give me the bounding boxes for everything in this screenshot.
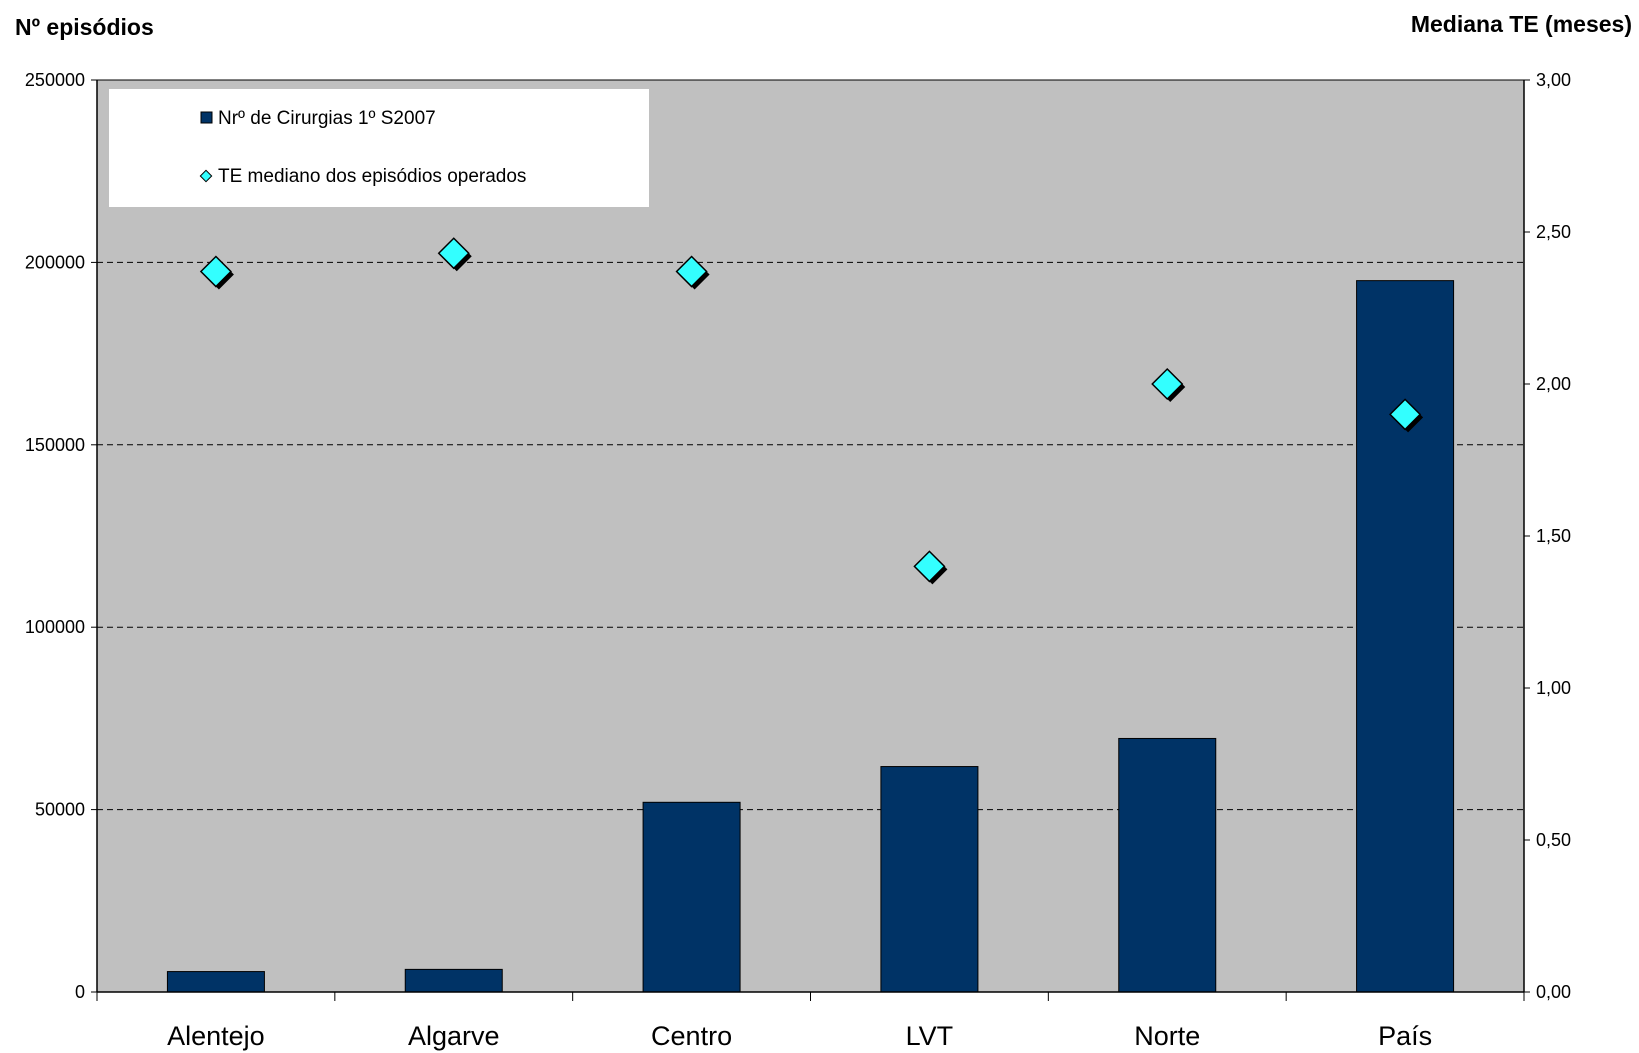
plot-area	[97, 80, 1524, 992]
diamond-marker-face	[437, 237, 470, 270]
bar	[166, 971, 265, 993]
left-tick-label: 200000	[25, 252, 85, 272]
category-label: Centro	[651, 1021, 732, 1051]
right-tick-label: 0,50	[1536, 830, 1571, 850]
legend-marker-swatch	[199, 169, 213, 183]
bar	[404, 968, 503, 993]
legend-box	[109, 89, 649, 207]
legend-bar-swatch	[200, 111, 213, 124]
left-tick-label: 250000	[25, 70, 85, 90]
right-axis-ticks: 0,00 0,50 1,00 1,50 2,00 2,50 3,00	[1524, 70, 1571, 1002]
right-tick-label: 3,00	[1536, 70, 1571, 90]
right-tick-label: 1,50	[1536, 526, 1571, 546]
left-tick-label: 0	[75, 982, 85, 1002]
left-tick-label: 50000	[35, 800, 85, 820]
left-tick-label: 100000	[25, 617, 85, 637]
category-label: Alentejo	[167, 1021, 265, 1051]
bar	[880, 766, 979, 993]
y-axis-title: Nº episódios	[15, 14, 154, 40]
right-tick-label: 0,00	[1536, 982, 1571, 1002]
diamond-marker	[437, 237, 472, 272]
right-tick-label: 2,50	[1536, 222, 1571, 242]
category-label: País	[1378, 1021, 1432, 1051]
category-label: LVT	[906, 1021, 954, 1051]
marker-series	[199, 237, 1424, 585]
diamond-marker-face	[1151, 367, 1184, 401]
diamond-marker	[675, 255, 710, 290]
legend-bar-label: Nrº de Cirurgias 1º S2007	[218, 108, 436, 129]
right-tick-label: 1,00	[1536, 678, 1571, 698]
left-tick-label: 150000	[25, 435, 85, 455]
diamond-marker-face	[675, 255, 708, 288]
bar	[1118, 737, 1217, 993]
diamond-marker	[1389, 398, 1424, 433]
legend-marker-label: TE mediano dos episódios operados	[218, 166, 526, 187]
right-tick-label: 2,00	[1536, 374, 1571, 394]
legend: Nrº de Cirurgias 1º S2007 TE mediano dos…	[109, 89, 649, 207]
category-labels: Alentejo Algarve Centro LVT Norte País	[167, 1021, 1432, 1051]
diamond-marker	[199, 255, 234, 290]
left-axis-ticks: 0 50000 100000 150000 200000 250000	[25, 70, 97, 1002]
diamond-marker-face	[1389, 398, 1422, 431]
diamond-marker	[1151, 367, 1186, 402]
diamond-marker-face	[913, 550, 946, 583]
category-label: Norte	[1134, 1021, 1200, 1051]
diamond-marker	[913, 550, 948, 585]
bar	[642, 801, 741, 993]
gridlines	[97, 261, 1524, 811]
category-label: Algarve	[408, 1021, 500, 1051]
bar	[1356, 280, 1455, 993]
y2-axis-title: Mediana TE (meses)	[1411, 11, 1632, 37]
diamond-marker-face	[199, 255, 232, 288]
